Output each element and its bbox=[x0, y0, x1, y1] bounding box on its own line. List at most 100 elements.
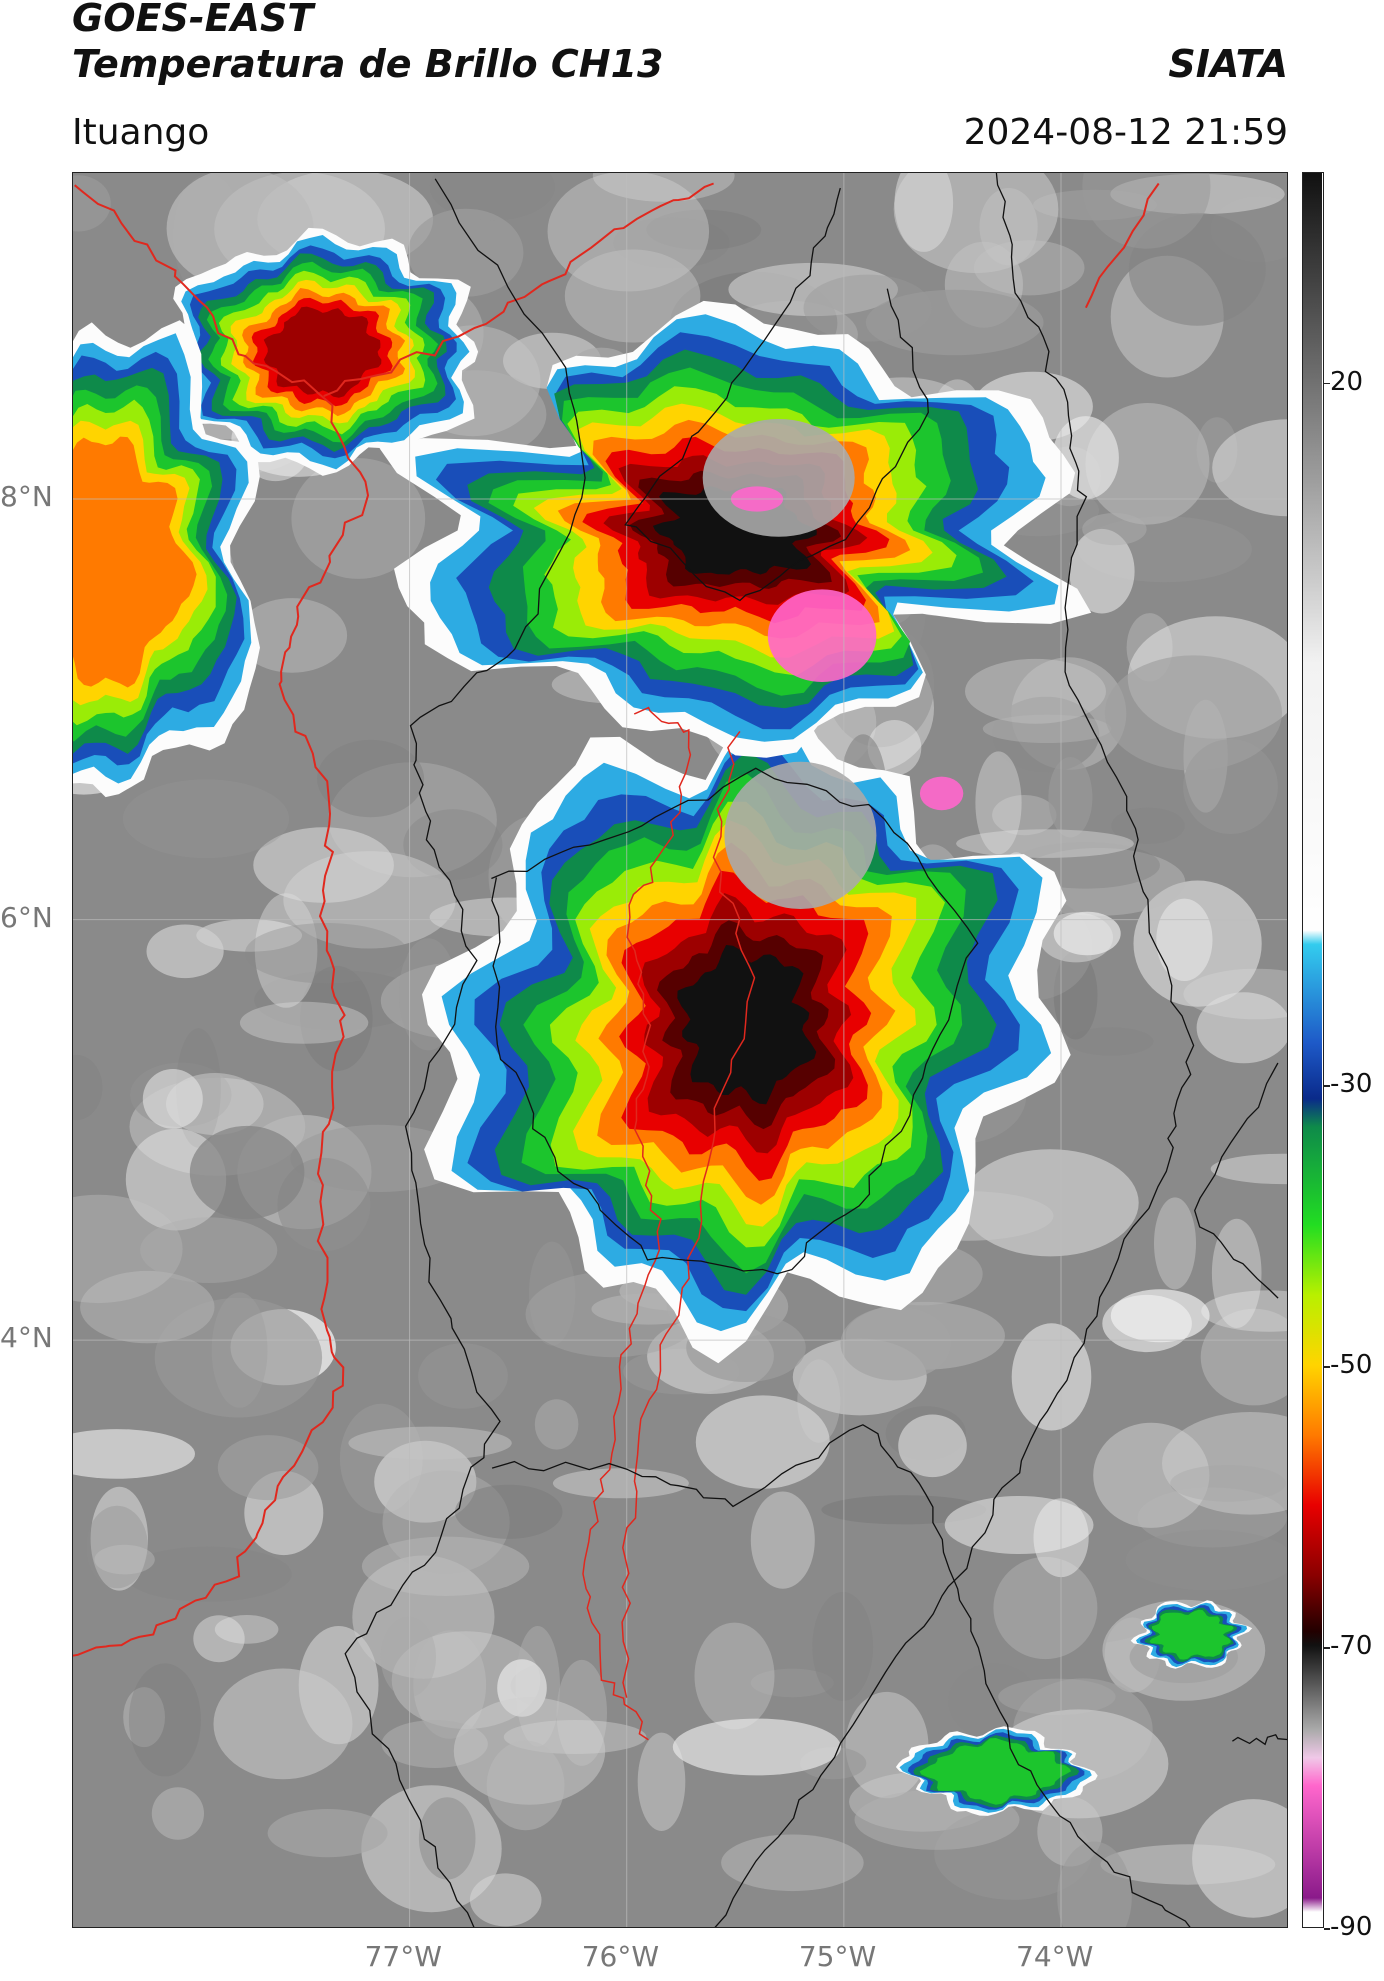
cloud-texture bbox=[140, 1217, 278, 1283]
cloud-texture bbox=[975, 751, 1022, 855]
cloud-texture bbox=[1196, 992, 1287, 1064]
cloud-texture bbox=[80, 1270, 215, 1344]
cloud-texture bbox=[1170, 1464, 1286, 1502]
cloud-texture bbox=[944, 1496, 1094, 1554]
cloud-texture bbox=[1154, 1197, 1196, 1290]
lon-tick-label: 74°W bbox=[1016, 1940, 1094, 1973]
cloud-texture bbox=[1082, 173, 1211, 249]
cloud-texture bbox=[1069, 528, 1135, 614]
cloud-texture bbox=[193, 1615, 245, 1663]
cloud-texture bbox=[374, 1440, 477, 1523]
overshooting-top bbox=[702, 419, 855, 537]
cloud-texture bbox=[1125, 1529, 1287, 1591]
cloud-texture bbox=[151, 1787, 204, 1840]
colorbar bbox=[1302, 172, 1324, 1928]
cloud-texture bbox=[1212, 419, 1287, 517]
cloud-texture bbox=[1192, 1799, 1287, 1918]
coastline-caribbean bbox=[323, 182, 714, 398]
region-label: Ituango bbox=[72, 112, 210, 153]
storm-east-small bbox=[1130, 1600, 1253, 1669]
lat-tick-label: 4°N bbox=[0, 1321, 53, 1355]
colorbar-ramp bbox=[1303, 173, 1322, 1926]
colorbar-tick--90: -90 bbox=[1330, 1912, 1373, 1942]
brightness-temperature-field bbox=[73, 173, 1287, 1927]
overshooting-top bbox=[724, 761, 877, 910]
admin-border-central bbox=[491, 767, 979, 1275]
cloud-texture bbox=[283, 851, 456, 949]
cloud-texture bbox=[503, 1720, 647, 1754]
storm-northern-cluster bbox=[379, 300, 1092, 758]
cloud-texture bbox=[728, 262, 898, 317]
org-label: SIATA bbox=[1168, 42, 1288, 86]
cloud-texture bbox=[86, 1505, 148, 1589]
cloud-texture bbox=[695, 1395, 830, 1489]
cloud-texture bbox=[73, 1429, 195, 1479]
cloud-texture bbox=[965, 658, 1106, 724]
isotherm--38 bbox=[1149, 1609, 1234, 1660]
cloud-texture bbox=[1201, 1290, 1287, 1332]
cloud-texture bbox=[1057, 1841, 1132, 1927]
storm-west-edge bbox=[73, 320, 260, 798]
cloud-texture bbox=[403, 809, 503, 880]
cloud-texture bbox=[672, 1718, 842, 1776]
cloud-texture bbox=[1156, 898, 1213, 981]
cloud-texture bbox=[300, 965, 373, 1072]
cloud-texture bbox=[380, 1616, 436, 1698]
department-border-red bbox=[582, 706, 692, 1741]
colorbar-tick-mark bbox=[1324, 382, 1330, 385]
satellite-title: GOES-EAST bbox=[72, 0, 314, 40]
cloud-texture bbox=[1039, 912, 1113, 963]
cloud-texture bbox=[73, 1054, 103, 1121]
isotherm--64 bbox=[263, 306, 382, 398]
cloud-texture bbox=[486, 1740, 565, 1831]
cloud-texture bbox=[992, 795, 1057, 836]
cloud-texture bbox=[217, 1435, 319, 1501]
admin-border-south bbox=[491, 1424, 1191, 1927]
cloud-texture bbox=[956, 829, 1134, 858]
colorbar-tick-mark bbox=[1324, 1928, 1330, 1930]
cloud-texture bbox=[214, 1615, 279, 1644]
cloud-texture bbox=[348, 1426, 512, 1460]
cloud-texture bbox=[254, 893, 318, 1008]
cloud-texture bbox=[564, 249, 701, 343]
cloud-texture bbox=[613, 217, 730, 269]
cloud-texture bbox=[211, 1292, 268, 1408]
cloud-texture bbox=[253, 827, 394, 903]
cloud-texture bbox=[534, 1399, 579, 1450]
cloud-texture bbox=[1082, 513, 1147, 546]
cloud-texture bbox=[196, 919, 303, 952]
cloud-texture bbox=[982, 714, 1112, 743]
cloud-texture bbox=[298, 1626, 379, 1745]
cloud-texture bbox=[267, 1809, 388, 1858]
cloud-texture bbox=[291, 458, 426, 579]
lon-tick-label: 75°W bbox=[798, 1940, 877, 1973]
cloud-texture bbox=[592, 173, 735, 202]
cloud-texture bbox=[1110, 1289, 1210, 1343]
cloud-texture bbox=[646, 209, 762, 250]
lat-tick-label: 6°N bbox=[0, 900, 53, 934]
admin-border-west bbox=[344, 178, 586, 1927]
admin-border-southeast bbox=[1232, 1734, 1287, 1746]
cloud-texture bbox=[993, 1556, 1098, 1660]
satellite-map[interactable] bbox=[72, 172, 1288, 1928]
cloud-texture bbox=[1048, 757, 1093, 838]
cloud-texture bbox=[1211, 1218, 1262, 1328]
colorbar-tick--70: -70 bbox=[1330, 1631, 1373, 1662]
cloud-texture bbox=[1085, 403, 1210, 525]
cloud-texture bbox=[352, 1555, 495, 1679]
cloud-texture bbox=[128, 1663, 201, 1777]
cloud-texture bbox=[317, 739, 425, 818]
cloud-texture bbox=[244, 923, 408, 984]
cloud-texture bbox=[812, 1591, 874, 1702]
cloud-texture bbox=[429, 173, 555, 221]
cloud-texture bbox=[90, 1486, 148, 1591]
cloud-texture bbox=[525, 1271, 701, 1358]
colorbar-tick-mark bbox=[1324, 1085, 1330, 1087]
cloud-texture bbox=[239, 1001, 369, 1044]
admin-border-east bbox=[714, 173, 1195, 1927]
cloud-texture bbox=[381, 1720, 488, 1768]
cloud-texture bbox=[898, 1414, 967, 1478]
cloud-texture bbox=[94, 1544, 155, 1575]
cloud-texture bbox=[122, 779, 290, 859]
colorbar-tick-mark bbox=[1324, 1647, 1330, 1649]
